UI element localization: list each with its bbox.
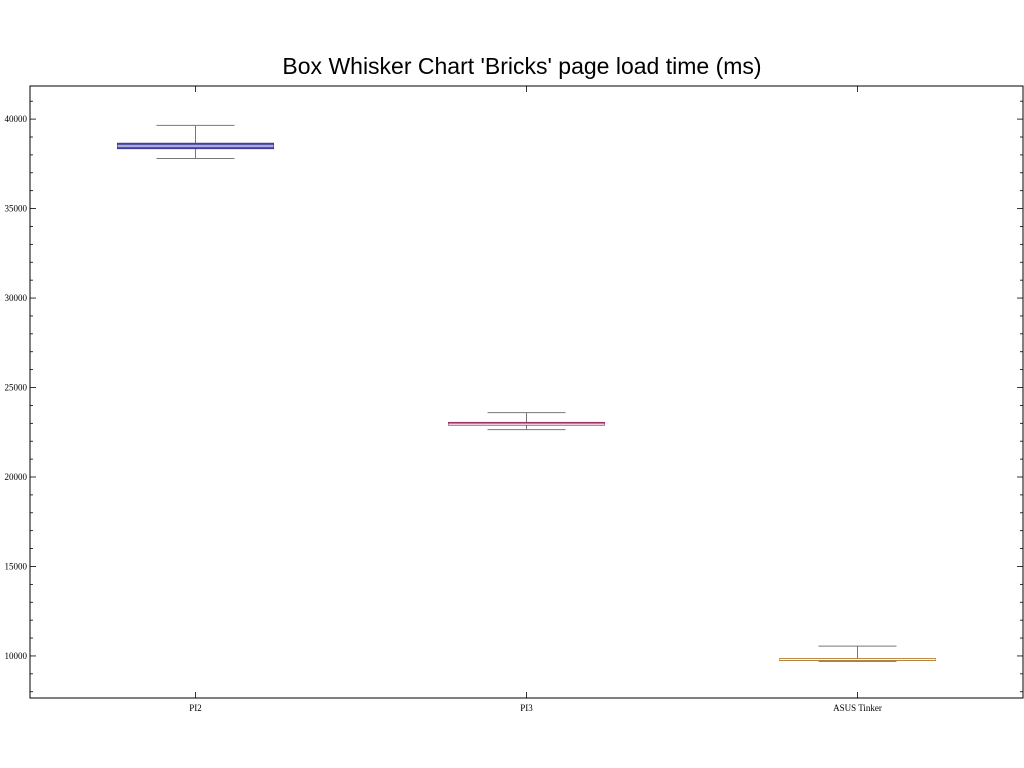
plot-frame (29, 85, 1024, 699)
box-pi3 (448, 412, 605, 431)
x-category-label: ASUS Tinker (833, 703, 882, 713)
y-axis: 10000 15000 20000 25000 30000 35000 40000 (5, 100, 1023, 693)
box-plot-series (117, 124, 936, 662)
box-pi2 (117, 124, 274, 159)
x-axis: PI2 PI3 ASUS Tinker (189, 86, 882, 713)
x-category-label: PI3 (520, 703, 533, 713)
y-tick-label: 20000 (5, 472, 28, 482)
chart-title: Box Whisker Chart 'Bricks' page load tim… (282, 53, 761, 79)
y-tick-label: 10000 (5, 651, 28, 661)
y-tick-label: 25000 (5, 383, 28, 393)
x-category-label: PI2 (189, 703, 202, 713)
y-tick-label: 35000 (5, 204, 28, 214)
y-tick-label: 15000 (5, 561, 28, 571)
y-tick-label: 30000 (5, 293, 28, 303)
y-tick-label: 40000 (5, 114, 28, 124)
box-asus-tinker (779, 645, 936, 662)
